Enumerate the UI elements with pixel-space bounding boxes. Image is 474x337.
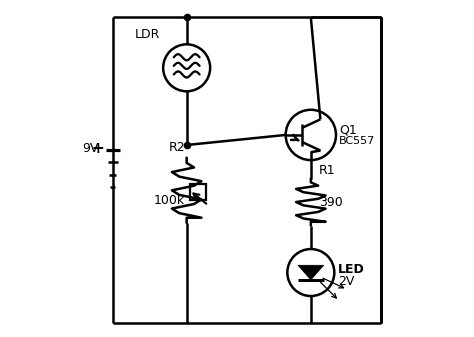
Text: +: + — [91, 141, 104, 156]
Text: Q1: Q1 — [339, 123, 357, 136]
Text: R2: R2 — [168, 141, 185, 154]
Bar — [190, 184, 206, 201]
Text: R1: R1 — [319, 164, 336, 177]
Text: 100k: 100k — [154, 194, 185, 207]
Text: 2V: 2V — [337, 275, 354, 288]
Text: LED: LED — [337, 263, 365, 276]
Polygon shape — [298, 265, 324, 280]
Text: 9V: 9V — [82, 142, 99, 155]
Text: BC557: BC557 — [339, 136, 375, 146]
Text: LDR: LDR — [135, 28, 160, 41]
Text: 390: 390 — [319, 195, 343, 209]
